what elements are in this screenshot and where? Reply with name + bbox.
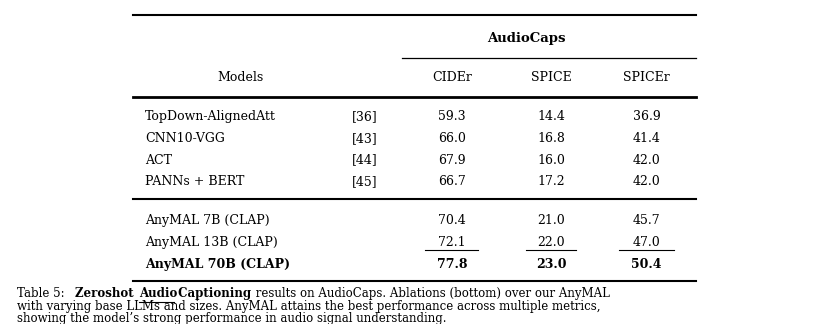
Text: Models: Models [217,71,263,84]
Text: 66.7: 66.7 [437,175,465,188]
Text: 23.0: 23.0 [536,258,566,271]
Text: [43]: [43] [352,132,378,145]
Text: Zeroshot: Zeroshot [75,287,137,300]
Text: [44]: [44] [352,154,378,167]
Text: 50.4: 50.4 [631,258,661,271]
Text: Table 5:: Table 5: [17,287,68,300]
Text: PANNs + BERT: PANNs + BERT [145,175,244,188]
Text: 22.0: 22.0 [537,236,565,249]
Text: 16.0: 16.0 [537,154,565,167]
Text: AudioCaps: AudioCaps [487,32,565,45]
Text: AnyMAL 70B (CLAP): AnyMAL 70B (CLAP) [145,258,290,271]
Text: AnyMAL 13B (CLAP): AnyMAL 13B (CLAP) [145,236,277,249]
Text: [45]: [45] [352,175,378,188]
Text: 47.0: 47.0 [632,236,660,249]
Text: Audio: Audio [138,287,177,300]
Text: 77.8: 77.8 [436,258,466,271]
Text: 67.9: 67.9 [437,154,465,167]
Text: 21.0: 21.0 [537,214,565,227]
Text: 36.9: 36.9 [632,110,660,123]
Text: Captioning: Captioning [174,287,251,300]
Text: 14.4: 14.4 [537,110,565,123]
Text: results on AudioCaps. Ablations (bottom) over our AnyMAL: results on AudioCaps. Ablations (bottom)… [252,287,609,300]
Text: showing the model’s strong performance in audio signal understanding.: showing the model’s strong performance i… [17,312,445,324]
Text: 59.3: 59.3 [437,110,465,123]
Text: 42.0: 42.0 [632,175,660,188]
Text: 45.7: 45.7 [632,214,660,227]
Text: CNN10-VGG: CNN10-VGG [145,132,224,145]
Text: 72.1: 72.1 [437,236,465,249]
Text: with varying base LLMs and sizes. AnyMAL attains the best performance across mul: with varying base LLMs and sizes. AnyMAL… [17,300,599,313]
Text: 41.4: 41.4 [632,132,660,145]
Text: 42.0: 42.0 [632,154,660,167]
Text: 66.0: 66.0 [437,132,465,145]
Text: CIDEr: CIDEr [431,71,471,84]
Text: ACT: ACT [145,154,172,167]
Text: [36]: [36] [352,110,378,123]
Text: 17.2: 17.2 [537,175,565,188]
Text: SPICE: SPICE [530,71,571,84]
Text: SPICEr: SPICEr [623,71,669,84]
Text: 16.8: 16.8 [537,132,565,145]
Text: 70.4: 70.4 [437,214,465,227]
Text: AnyMAL 7B (CLAP): AnyMAL 7B (CLAP) [145,214,269,227]
Text: TopDown-AlignedAtt: TopDown-AlignedAtt [145,110,276,123]
